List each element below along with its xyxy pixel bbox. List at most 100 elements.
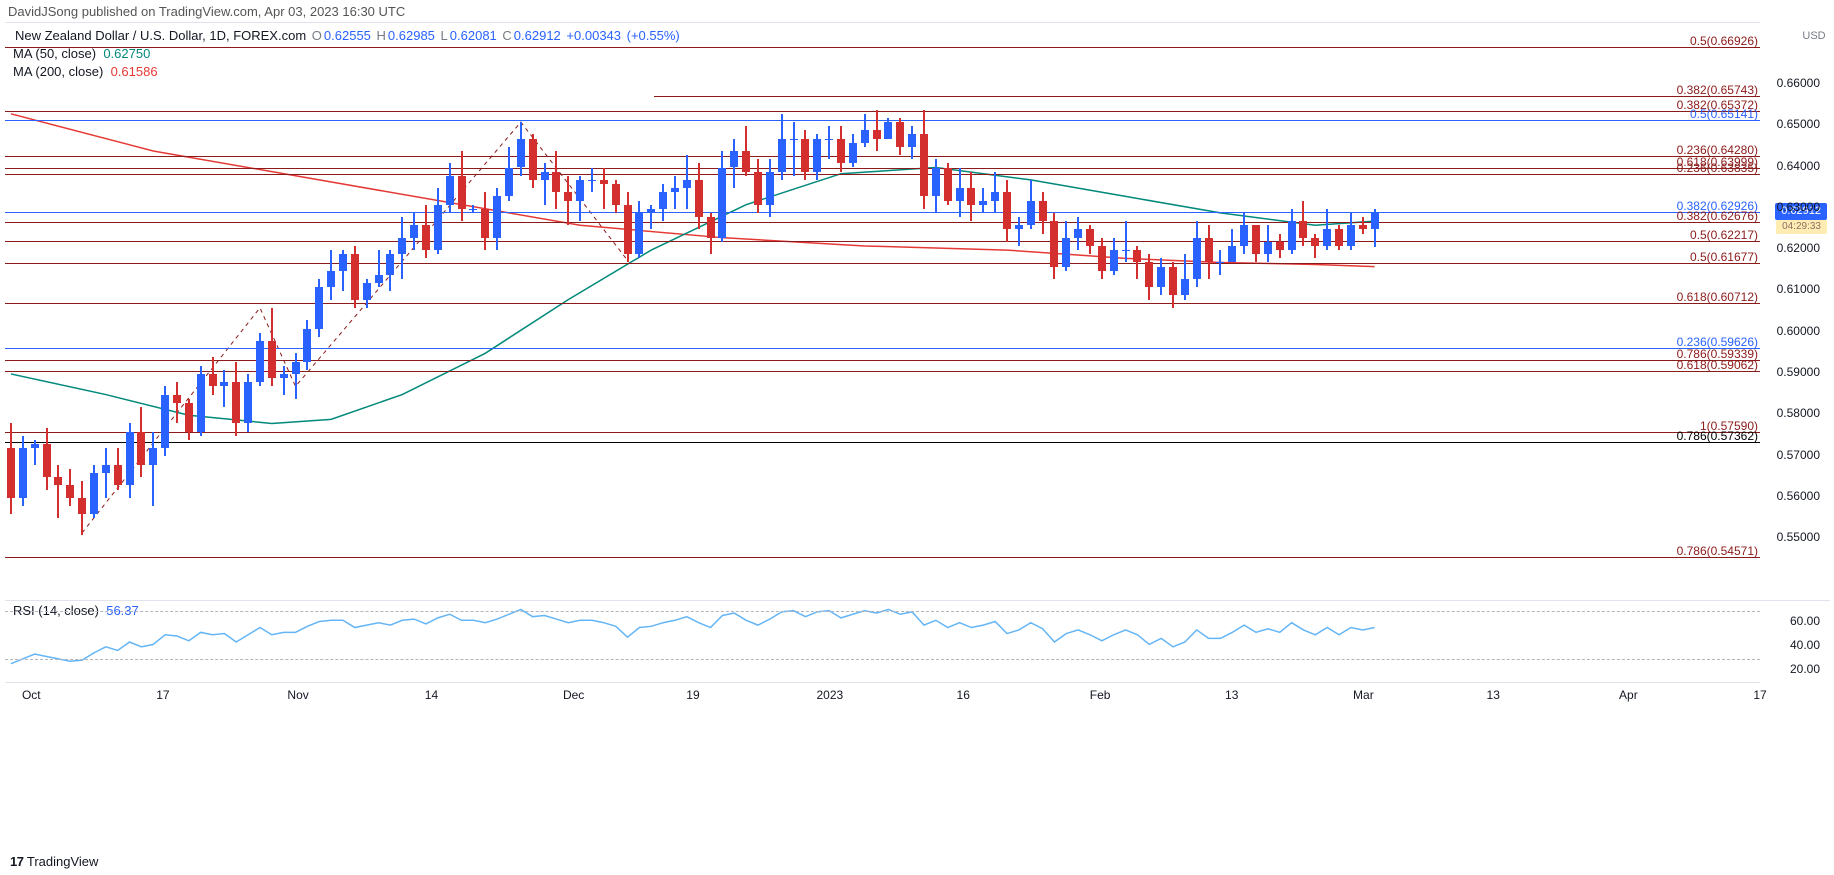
candle <box>1322 23 1332 601</box>
candle <box>943 23 953 601</box>
candle <box>196 23 206 601</box>
candle <box>907 23 917 601</box>
candle <box>563 23 573 601</box>
candle <box>113 23 123 601</box>
candle <box>374 23 384 601</box>
candle <box>480 23 490 601</box>
candle <box>148 23 158 601</box>
candle <box>1109 23 1119 601</box>
candle <box>101 23 111 601</box>
y-tick: 0.56000 <box>1777 489 1820 503</box>
candle <box>208 23 218 601</box>
watermark-text: TradingView <box>27 854 99 869</box>
x-tick: Oct <box>22 688 41 702</box>
candle <box>433 23 443 601</box>
candle <box>65 23 75 601</box>
x-tick: Mar <box>1353 688 1374 702</box>
candle <box>777 23 787 601</box>
candle <box>836 23 846 601</box>
candle <box>528 23 538 601</box>
x-tick: Dec <box>563 688 584 702</box>
candle <box>1215 23 1225 601</box>
candle <box>457 23 467 601</box>
candle <box>729 23 739 601</box>
tv-logo-icon: 17 <box>10 854 23 869</box>
candle <box>267 23 277 601</box>
candle <box>184 23 194 601</box>
candle <box>623 23 633 601</box>
candle <box>1287 23 1297 601</box>
candle <box>136 23 146 601</box>
candle <box>160 23 170 601</box>
x-tick: 14 <box>425 688 438 702</box>
fib-label: 0.5(0.61677) <box>1690 250 1758 264</box>
candle <box>1073 23 1083 601</box>
fib-label: 0.618(0.60712) <box>1677 290 1758 304</box>
candle <box>516 23 526 601</box>
y-tick: 0.58000 <box>1777 406 1820 420</box>
candle <box>77 23 87 601</box>
candle <box>1204 23 1214 601</box>
candle <box>670 23 680 601</box>
y-tick: 0.65000 <box>1777 117 1820 131</box>
candle <box>753 23 763 601</box>
candle <box>409 23 419 601</box>
y-tick: 0.62000 <box>1777 241 1820 255</box>
candle <box>219 23 229 601</box>
candle <box>445 23 455 601</box>
candle <box>1192 23 1202 601</box>
candle <box>646 23 656 601</box>
candle <box>587 23 597 601</box>
candle <box>611 23 621 601</box>
candle <box>955 23 965 601</box>
candle <box>1346 23 1356 601</box>
candle <box>255 23 265 601</box>
candle <box>1097 23 1107 601</box>
fib-label: 0.786(0.57362) <box>1677 429 1758 443</box>
candle <box>1239 23 1249 601</box>
candle <box>362 23 372 601</box>
fib-label: 0.5(0.65141) <box>1690 107 1758 121</box>
candle <box>1358 23 1368 601</box>
candle <box>800 23 810 601</box>
candle <box>1144 23 1154 601</box>
candle <box>717 23 727 601</box>
candle <box>1227 23 1237 601</box>
fib-label: 0.5(0.66926) <box>1690 34 1758 48</box>
candle <box>990 23 1000 601</box>
candle <box>338 23 348 601</box>
rsi-panel[interactable]: RSI (14, close) 56.37 <box>5 601 1760 683</box>
yaxis-currency: USD <box>1798 30 1830 42</box>
y-tick: 0.64000 <box>1777 159 1820 173</box>
candle <box>18 23 28 601</box>
rsi-band <box>5 611 1760 612</box>
price-panel[interactable]: New Zealand Dollar / U.S. Dollar, 1D, FO… <box>5 23 1760 601</box>
candle <box>504 23 514 601</box>
candle <box>468 23 478 601</box>
candle <box>741 23 751 601</box>
candle <box>658 23 668 601</box>
fib-label: 0.382(0.65743) <box>1677 83 1758 97</box>
y-tick: 0.61000 <box>1777 282 1820 296</box>
candle <box>682 23 692 601</box>
rsi-tick: 40.00 <box>1790 638 1820 652</box>
yaxis: USD 0.660000.650000.640000.630000.620000… <box>1760 22 1830 710</box>
fib-label: 0.382(0.62676) <box>1677 209 1758 223</box>
candle <box>492 23 502 601</box>
candle <box>125 23 135 601</box>
x-tick: 13 <box>1487 688 1500 702</box>
candle <box>1085 23 1095 601</box>
candle <box>30 23 40 601</box>
candle <box>634 23 644 601</box>
candle <box>1168 23 1178 601</box>
y-tick: 0.63000 <box>1777 200 1820 214</box>
x-tick: 13 <box>1225 688 1238 702</box>
candle <box>1026 23 1036 601</box>
candle <box>1002 23 1012 601</box>
xaxis-panel: Oct17Nov14Dec19202316Feb13Mar13Apr17May1… <box>5 683 1760 709</box>
chart-container[interactable]: New Zealand Dollar / U.S. Dollar, 1D, FO… <box>5 22 1760 710</box>
candle <box>540 23 550 601</box>
y-tick: 0.57000 <box>1777 448 1820 462</box>
candle <box>872 23 882 601</box>
candle <box>1061 23 1071 601</box>
